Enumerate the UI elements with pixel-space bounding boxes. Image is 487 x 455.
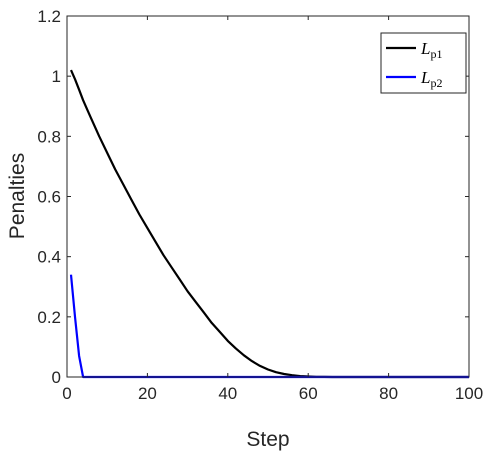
x-axis-label: Step: [246, 428, 289, 451]
y-tick-label-5: 1: [52, 67, 61, 86]
legend-label-lp2: Lp2: [420, 68, 442, 90]
ticks-layer: 0 20 40 60 80 100 0 0.2 0.4 0.6 0.8 1 1.2: [37, 7, 483, 403]
x-tick-label-0: 0: [62, 384, 71, 403]
x-tick-label-1: 20: [138, 384, 157, 403]
y-tick-label-6: 1.2: [37, 7, 61, 26]
y-tick-label-2: 0.4: [37, 248, 61, 267]
legend-sub-lp1: p1: [430, 47, 442, 61]
y-tick-label-4: 0.8: [37, 127, 61, 146]
y-tick-label-1: 0.2: [37, 308, 61, 327]
y-tick-label-3: 0.6: [37, 188, 61, 207]
y-axis-label: Penalties: [6, 153, 29, 239]
y-tick-label-0: 0: [52, 368, 61, 387]
legend-label-lp1: Lp1: [420, 39, 442, 61]
x-tick-label-2: 40: [218, 384, 237, 403]
x-tick-label-3: 60: [299, 384, 318, 403]
legend-main-lp2: L: [420, 68, 430, 87]
legend-sub-lp2: p2: [430, 76, 442, 90]
legend-main-lp1: L: [420, 39, 430, 58]
x-tick-label-5: 100: [455, 384, 483, 403]
legend-box: [380, 32, 467, 94]
x-tick-label-4: 80: [379, 384, 398, 403]
